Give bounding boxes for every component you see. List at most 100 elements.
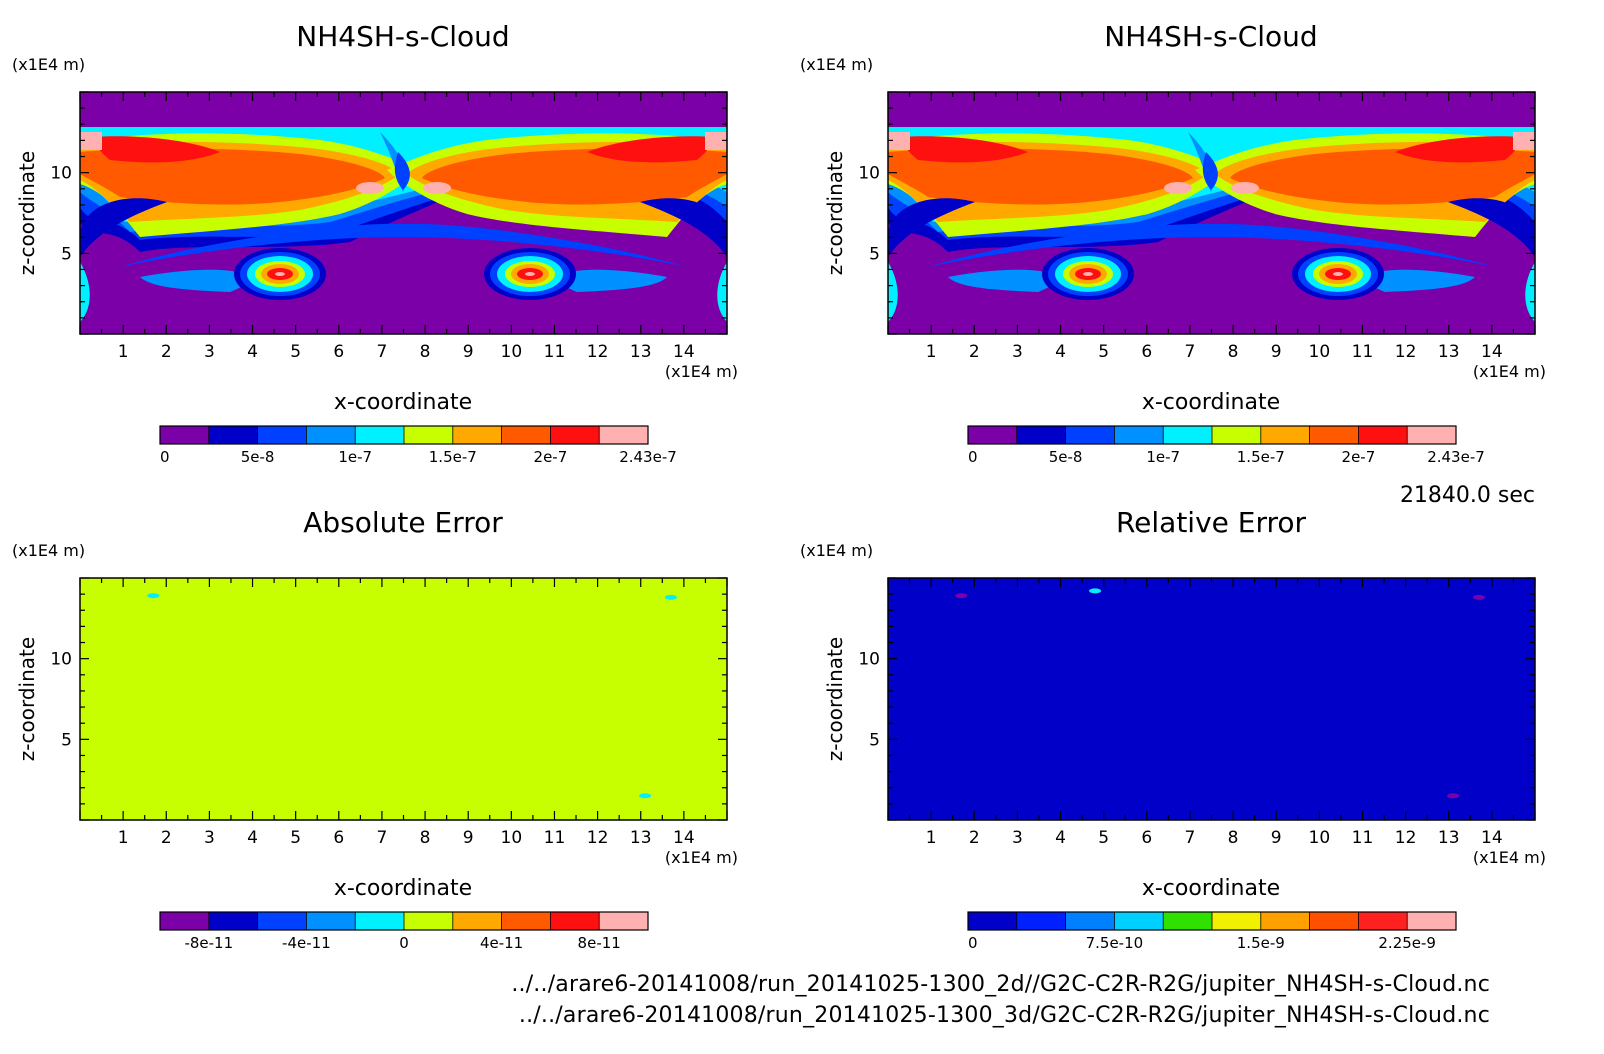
chart-title: NH4SH-s-Cloud <box>296 20 509 53</box>
colorbar-swatch <box>1114 426 1164 444</box>
colorbar-swatch <box>1114 912 1164 930</box>
y-tick-label: 10 <box>50 650 72 670</box>
colorbar-swatch <box>1163 426 1213 444</box>
x-tick-label: 7 <box>1185 828 1196 848</box>
colorbar-absolute-error: -8e-11 -4e-11 0 4e-11 8e-11 <box>159 911 649 952</box>
x-unit-label: (x1E4 m) <box>665 848 738 867</box>
colorbar-tick-label: 1.5e-7 <box>1237 448 1285 466</box>
x-tick-label: 8 <box>420 342 431 362</box>
x-tick-label: 2 <box>161 828 172 848</box>
colorbar-tick-label: -4e-11 <box>282 934 331 952</box>
relative-error-panel: Relative Error (x1E4 m) 1 2 3 4 5 6 7 8 9 10 11 12 1… <box>800 506 1546 901</box>
colorbar-swatch <box>208 912 259 930</box>
y-tick-label: 10 <box>858 164 880 184</box>
x-tick-label: 11 <box>1352 828 1374 848</box>
x-axis-label: x-coordinate <box>334 390 472 415</box>
cloud-panel-left: NH4SH-s-Cloud (x1E4 m) <box>12 20 738 415</box>
y-tick-label: 5 <box>869 730 880 750</box>
colorbar-tick-label: 5e-8 <box>1049 448 1083 466</box>
x-tick-label: 2 <box>969 342 980 362</box>
x-tick-label: 13 <box>1438 828 1460 848</box>
x-tick-label: 12 <box>587 828 609 848</box>
absolute-error-panel: Absolute Error (x1E4 m) 1 2 3 4 5 6 7 8 9 10 11 12 1… <box>12 506 738 901</box>
colorbar-tick-label: 4e-11 <box>480 934 523 952</box>
time-label: 21840.0 sec <box>1400 483 1535 508</box>
x-tick-label: 10 <box>501 342 523 362</box>
x-tick-label: 5 <box>1098 342 1109 362</box>
colorbar-swatch <box>160 912 210 930</box>
x-tick-label: 14 <box>673 342 695 362</box>
x-tick-group: 1 2 3 4 5 6 7 8 9 10 11 12 13 14 <box>79 92 728 362</box>
colorbar-tick-label: 2e-7 <box>534 448 568 466</box>
error-spot <box>147 593 160 599</box>
x-tick-label: 2 <box>161 342 172 362</box>
colorbar-swatch <box>404 426 454 444</box>
x-tick-label: 14 <box>1481 828 1503 848</box>
x-tick-label: 7 <box>1185 342 1196 362</box>
x-tick-label: 14 <box>1481 342 1503 362</box>
colorbar-tick-label: 0 <box>160 448 170 466</box>
x-tick-label: 11 <box>544 342 566 362</box>
colorbar-swatch <box>1358 912 1408 930</box>
colorbar-swatch <box>306 912 356 930</box>
colorbar-swatch <box>968 912 1018 930</box>
x-tick-label: 6 <box>1141 828 1152 848</box>
x-tick-label: 10 <box>501 828 523 848</box>
colorbar-tick-label: 8e-11 <box>578 934 621 952</box>
colorbar-swatch <box>1260 426 1311 444</box>
colorbar-swatch <box>355 912 405 930</box>
y-unit-label: (x1E4 m) <box>12 541 85 560</box>
colorbar-tick-label: 1e-7 <box>1146 448 1180 466</box>
cloud-panel-right: NH4SH-s-Cloud (x1E4 m) <box>800 20 1546 415</box>
x-tick-label: 3 <box>204 828 215 848</box>
colorbar-tick-label: 2.43e-7 <box>1427 448 1485 466</box>
colorbar-swatch <box>1358 426 1408 444</box>
colorbar-tick-label: 2e-7 <box>1342 448 1376 466</box>
colorbar-swatch <box>1260 912 1311 930</box>
y-tick-label: 5 <box>61 244 72 264</box>
y-tick-group: 5 10 <box>858 577 1535 821</box>
x-unit-label: (x1E4 m) <box>665 362 738 381</box>
colorbar-swatch <box>257 426 307 444</box>
colorbar-relative-error: 0 7.5e-10 1.5e-9 2.25e-9 <box>967 911 1457 952</box>
colorbar-swatch <box>1016 912 1067 930</box>
x-tick-label: 12 <box>587 342 609 362</box>
colorbar-tick-label: 1.5e-7 <box>429 448 477 466</box>
x-tick-label: 1 <box>926 828 937 848</box>
x-tick-label: 1 <box>118 828 129 848</box>
x-tick-label: 1 <box>926 342 937 362</box>
colorbar-swatch <box>1163 912 1213 930</box>
y-tick-label: 5 <box>869 244 880 264</box>
colorbar-swatch <box>1065 912 1115 930</box>
y-axis-label: z-coordinate <box>15 151 39 275</box>
y-tick-group: 5 10 <box>50 91 727 335</box>
x-axis-label: x-coordinate <box>334 876 472 901</box>
colorbar-tick-label: 0 <box>399 934 409 952</box>
colorbar-swatch <box>599 912 649 930</box>
error-spot <box>664 594 677 600</box>
error-spot <box>1089 588 1102 594</box>
contour-field <box>888 92 1535 334</box>
y-axis-label: z-coordinate <box>823 637 847 761</box>
colorbar-swatch <box>1407 426 1457 444</box>
colorbar-swatch <box>404 912 454 930</box>
x-tick-label: 8 <box>1228 342 1239 362</box>
colorbar-tick-label: 2.43e-7 <box>619 448 677 466</box>
x-tick-label: 10 <box>1309 342 1331 362</box>
x-tick-label: 3 <box>204 342 215 362</box>
colorbar-swatch <box>1309 426 1359 444</box>
x-tick-label: 7 <box>377 342 388 362</box>
colorbar-swatch <box>257 912 307 930</box>
x-tick-label: 5 <box>290 828 301 848</box>
x-unit-label: (x1E4 m) <box>1473 362 1546 381</box>
x-unit-label: (x1E4 m) <box>1473 848 1546 867</box>
colorbar-swatch <box>355 426 405 444</box>
x-tick-label: 9 <box>463 828 474 848</box>
colorbar-swatch <box>599 426 649 444</box>
colorbar-swatch <box>452 912 503 930</box>
error-spot <box>639 793 652 799</box>
error-field <box>888 578 1535 820</box>
chart-title: NH4SH-s-Cloud <box>1104 20 1317 53</box>
x-tick-label: 13 <box>630 828 652 848</box>
x-tick-label: 5 <box>1098 828 1109 848</box>
